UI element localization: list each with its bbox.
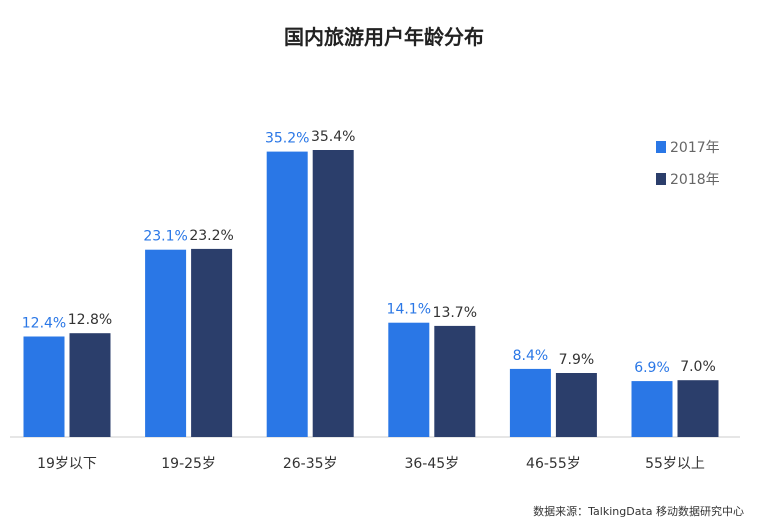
bar-1-1 [23, 336, 65, 437]
value-label-1-1: 12.4% [22, 316, 66, 332]
value-label-2-5: 7.9% [559, 352, 595, 368]
value-label-2-4: 13.7% [433, 305, 477, 321]
bar-1-5 [509, 368, 551, 437]
value-label-2-2: 23.2% [189, 228, 233, 244]
value-label-1-6: 6.9% [634, 360, 670, 376]
legend-label-1: 2017年 [670, 140, 720, 156]
value-label-2-1: 12.8% [68, 312, 112, 328]
value-label-1-5: 8.4% [513, 348, 549, 364]
bar-1-6 [631, 381, 673, 437]
category-label-6: 55岁以上 [645, 456, 705, 472]
bar-2-2 [191, 248, 233, 437]
category-label-5: 46-55岁 [526, 456, 581, 472]
bar-1-4 [388, 322, 430, 437]
bar-2-6 [677, 380, 719, 437]
chart-title: 国内旅游用户年龄分布 [284, 25, 484, 49]
legend-swatch-2 [656, 173, 666, 185]
value-label-1-2: 23.1% [143, 229, 187, 245]
legend: 2017年 2018年 [656, 140, 720, 188]
category-label-4: 36-45岁 [404, 456, 459, 472]
value-label-2-6: 7.0% [680, 359, 716, 375]
bar-1-3 [266, 151, 308, 437]
category-label-1: 19岁以下 [37, 456, 97, 472]
bar-2-3 [312, 150, 354, 437]
legend-swatch-1 [656, 141, 666, 153]
category-label-3: 26-35岁 [283, 456, 338, 472]
value-label-1-4: 14.1% [387, 302, 431, 318]
bar-2-4 [434, 325, 476, 437]
legend-label-2: 2018年 [670, 172, 720, 188]
bar-2-5 [555, 373, 597, 437]
bar-2-1 [69, 333, 111, 437]
value-label-2-3: 35.4% [311, 129, 355, 145]
bar-1-2 [145, 249, 187, 437]
value-label-1-3: 35.2% [265, 131, 309, 147]
bars-group: 12.4% 12.8% 19岁以下 23.1% 23.2% 19-25岁 35.2% 35.4… [22, 129, 719, 472]
source-note: 数据来源：TalkingData 移动数据研究中心 [533, 504, 744, 518]
category-label-2: 19-25岁 [161, 456, 216, 472]
